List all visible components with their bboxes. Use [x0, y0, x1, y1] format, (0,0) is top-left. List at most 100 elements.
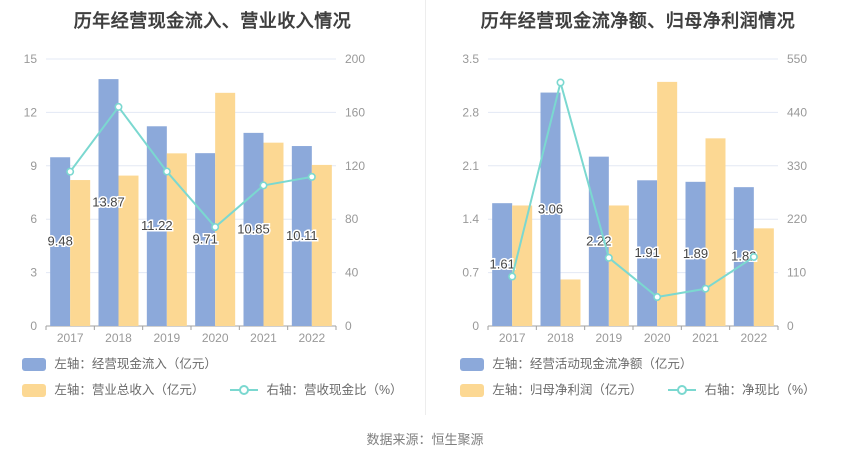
bar-value-label: 3.06 [538, 201, 563, 216]
y-axis-tick-label-left: 0 [30, 319, 37, 333]
bar-0-series2[interactable] [512, 205, 533, 326]
legend-item-net-cashflow[interactable]: 左轴：经营活动现金流净额（亿元） [460, 357, 692, 371]
y-axis-tick-label-right: 550 [787, 52, 807, 66]
legend-swatch-blue-icon [460, 357, 485, 371]
y-axis-tick-label-right: 200 [345, 52, 365, 66]
bar-4-series1[interactable] [243, 132, 264, 326]
ratio-line[interactable] [511, 81, 755, 299]
x-axis-label: 2021 [692, 331, 719, 345]
y-axis-tick-label-left: 9 [30, 159, 37, 173]
y-axis-tick-label-left: 2.1 [462, 159, 479, 173]
legend-line-marker-icon [668, 384, 697, 397]
legend-right: 左轴：经营活动现金流净额（亿元） 左轴：归母净利润（亿元） 右轴：净现比（%） [426, 357, 850, 397]
x-axis-label: 2018 [105, 331, 132, 345]
y-axis-tick-label-right: 80 [345, 212, 359, 226]
bar-3-series1[interactable] [195, 153, 216, 326]
bar-5-series2[interactable] [311, 164, 332, 326]
chart-panel-net-cashflow-profit: 0 0 0.7 110 1.4 220 2.1 330 2.8 440 3.5 550 2017 2018… [425, 0, 850, 415]
legend-label-net-cash-ratio: 右轴：净现比（%） [704, 383, 816, 397]
x-axis-label: 2017 [57, 331, 84, 345]
line-marker[interactable] [508, 272, 517, 281]
bar-4-series2[interactable] [263, 142, 284, 326]
y-axis-tick-label-left: 0.7 [462, 266, 479, 280]
bar-5-series1[interactable] [291, 146, 312, 326]
legend-swatch-orange-icon [460, 383, 485, 397]
line-marker[interactable] [162, 167, 171, 176]
chart-title-left: 历年经营现金流入、营业收入情况 [73, 11, 352, 31]
bar-value-label: 2.22 [586, 233, 611, 248]
x-axis-label: 2020 [202, 331, 229, 345]
y-axis-tick-label-left: 3.5 [462, 52, 479, 66]
legend-line-marker-icon [230, 384, 259, 397]
line-marker[interactable] [66, 167, 75, 176]
net-cashflow-profit-chart-canvas: 0 0 0.7 110 1.4 220 2.1 330 2.8 440 3.5 550 2017 2018… [462, 52, 807, 345]
bar-0-series1[interactable] [50, 157, 71, 326]
y-axis-tick-label-right: 440 [787, 105, 807, 119]
x-axis-label: 2019 [153, 331, 180, 345]
bar-value-label: 11.22 [141, 218, 173, 233]
bar-1-series1[interactable] [98, 79, 119, 326]
y-axis-tick-label-left: 15 [24, 52, 38, 66]
y-axis-tick-label-right: 40 [345, 266, 359, 280]
line-marker[interactable] [653, 293, 662, 302]
bar-value-label: 1.89 [683, 246, 708, 261]
bar-value-label: 1.91 [635, 245, 660, 260]
legend-item-cash-inflow[interactable]: 左轴：经营现金流入（亿元） [22, 357, 217, 371]
x-axis-label: 2021 [250, 331, 277, 345]
y-axis-tick-label-right: 160 [345, 105, 365, 119]
legend-label-total-revenue: 左轴：营业总收入（亿元） [54, 383, 205, 397]
y-axis-tick-label-right: 0 [787, 319, 794, 333]
line-marker[interactable] [749, 252, 758, 261]
legend-item-total-revenue[interactable]: 左轴：营业总收入（亿元） [22, 383, 204, 397]
bar-value-label: 1.82 [731, 249, 756, 264]
legend-item-net-profit[interactable]: 左轴：归母净利润（亿元） [460, 383, 642, 397]
y-axis-tick-label-left: 0 [472, 319, 479, 333]
bar-3-series2[interactable] [215, 92, 236, 326]
chart-title-right: 历年经营现金流净额、归母净利润情况 [480, 11, 796, 31]
legend-swatch-blue-icon [22, 357, 47, 371]
legend-item-net-cash-ratio[interactable]: 右轴：净现比（%） [668, 383, 816, 397]
bar-4-series2[interactable] [705, 138, 726, 326]
x-axis-label: 2019 [595, 331, 622, 345]
bar-0-series1[interactable] [492, 203, 513, 326]
bar-value-label: 9.48 [48, 234, 73, 249]
chart-panel-cash-inflow-revenue: 0 0 3 40 6 80 9 120 12 160 15 200 2017 2018 2019 2020 20… [0, 0, 425, 415]
line-marker[interactable] [701, 284, 710, 293]
bar-2-series1[interactable] [588, 156, 609, 326]
x-axis-label: 2017 [499, 331, 526, 345]
line-marker[interactable] [114, 102, 123, 111]
bar-5-series2[interactable] [753, 228, 774, 326]
legend-left: 左轴：经营现金流入（亿元） 左轴：营业总收入（亿元） 右轴：营收现金比（%） [0, 357, 425, 397]
legend-item-revenue-cash-ratio[interactable]: 右轴：营收现金比（%） [230, 383, 403, 397]
legend-label-net-cashflow: 左轴：经营活动现金流净额（亿元） [492, 357, 693, 371]
legend-label-cash-inflow: 左轴：经营现金流入（亿元） [54, 357, 217, 371]
x-axis-label: 2018 [547, 331, 574, 345]
bar-3-series2[interactable] [657, 81, 678, 326]
line-marker[interactable] [556, 78, 565, 87]
y-axis-tick-label-left: 12 [24, 105, 38, 119]
bar-2-series1[interactable] [146, 126, 167, 326]
bar-0-series2[interactable] [70, 180, 91, 326]
y-axis-tick-label-right: 120 [345, 159, 365, 173]
ratio-line[interactable] [69, 105, 313, 229]
cash-inflow-revenue-chart-canvas: 0 0 3 40 6 80 9 120 12 160 15 200 2017 2018 2019 2020 20… [24, 52, 366, 345]
y-axis-tick-label-left: 6 [30, 212, 37, 226]
bar-value-label: 10.85 [237, 221, 270, 236]
x-axis-label: 2022 [298, 331, 325, 345]
bar-3-series1[interactable] [637, 180, 658, 326]
legend-label-net-profit: 左轴：归母净利润（亿元） [492, 383, 643, 397]
bar-5-series1[interactable] [733, 187, 754, 326]
bar-value-label: 9.71 [193, 232, 218, 247]
bar-1-series1[interactable] [540, 92, 561, 327]
source-note: 数据来源：恒生聚源 [366, 432, 484, 447]
bar-1-series2[interactable] [118, 175, 139, 326]
line-marker[interactable] [604, 253, 613, 262]
bar-2-series2[interactable] [166, 153, 187, 326]
line-marker[interactable] [259, 181, 268, 190]
line-marker[interactable] [307, 172, 316, 181]
bar-1-series2[interactable] [560, 279, 581, 326]
bar-value-label: 10.11 [286, 228, 318, 243]
line-marker[interactable] [211, 223, 220, 232]
legend-swatch-orange-icon [22, 383, 47, 397]
y-axis-tick-label-right: 0 [345, 319, 352, 333]
